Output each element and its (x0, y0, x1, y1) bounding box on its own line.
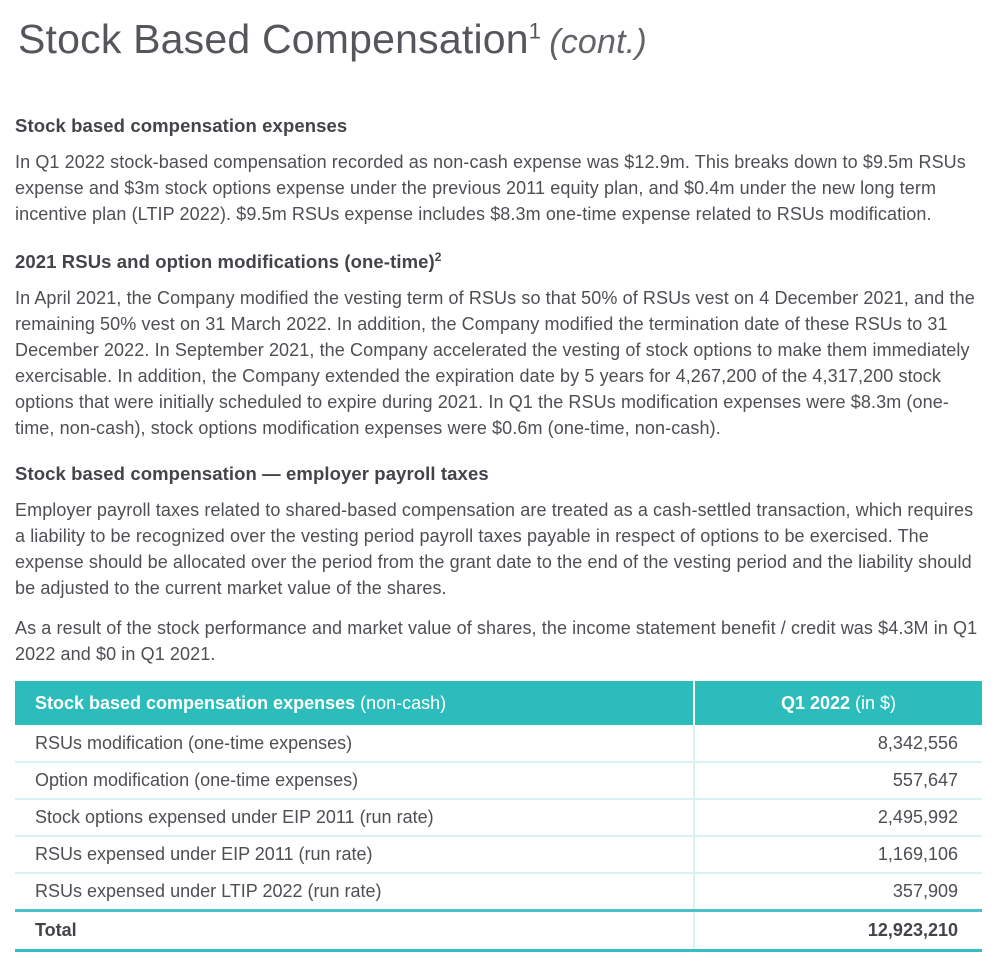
table-row: RSUs modification (one-time expenses) 8,… (15, 725, 982, 763)
compensation-expenses-table: Stock based compensation expenses (non-c… (15, 681, 982, 952)
row-value: 8,342,556 (693, 725, 982, 763)
section-payroll-taxes: Stock based compensation — employer payr… (15, 463, 982, 667)
table-total-row: Total 12,923,210 (15, 910, 982, 952)
title-cont-label: (cont.) (549, 23, 647, 61)
section-sbc-expenses: Stock based compensation expenses In Q1 … (15, 115, 982, 227)
paragraph-payroll-taxes-1: Employer payroll taxes related to shared… (15, 500, 974, 598)
row-value: 2,495,992 (693, 799, 982, 837)
page-title-text: Stock Based Compensation (18, 16, 529, 62)
row-label: RSUs modification (one-time expenses) (15, 725, 694, 763)
section-modifications: 2021 RSUs and option modifications (one-… (15, 251, 982, 441)
row-label: Option modification (one-time expenses) (15, 762, 694, 800)
paragraph-modifications: In April 2021, the Company modified the … (15, 288, 975, 438)
table-header-label-cell: Stock based compensation expenses (non-c… (15, 681, 694, 725)
paragraph-sbc-expenses: In Q1 2022 stock-based compensation reco… (15, 152, 966, 224)
row-label: RSUs expensed under LTIP 2022 (run rate) (15, 873, 694, 912)
table-body: RSUs modification (one-time expenses) 8,… (15, 725, 982, 952)
title-footnote-marker: 1 (528, 18, 542, 44)
table-header-value-cell: Q1 2022 (in $) (693, 681, 982, 725)
table-row: RSUs expensed under LTIP 2022 (run rate)… (15, 873, 982, 912)
row-label: RSUs expensed under EIP 2011 (run rate) (15, 836, 694, 874)
section-heading-modifications-text: 2021 RSUs and option modifications (one-… (15, 251, 435, 272)
table-row: RSUs expensed under EIP 2011 (run rate) … (15, 836, 982, 874)
section-heading-sbc-expenses: Stock based compensation expenses (15, 115, 348, 136)
table-header-period-note: (in $) (855, 692, 897, 713)
document: Stock Based Compensation1 (cont.) Stock b… (15, 14, 982, 952)
table-header-title: Stock based compensation expenses (35, 692, 356, 713)
total-label: Total (15, 910, 694, 952)
row-value: 1,169,106 (693, 836, 982, 874)
table-header-row: Stock based compensation expenses (non-c… (15, 681, 982, 725)
table-row: Stock options expensed under EIP 2011 (r… (15, 799, 982, 837)
row-value: 357,909 (693, 873, 982, 912)
table-header-period: Q1 2022 (780, 692, 851, 713)
paragraph-payroll-taxes-2: As a result of the stock performance and… (15, 618, 978, 664)
table-header-title-note: (non-cash) (360, 692, 447, 713)
section-heading-modifications: 2021 RSUs and option modifications (one-… (15, 251, 982, 273)
page-title: Stock Based Compensation1 (cont.) (18, 14, 982, 67)
table-row: Option modification (one-time expenses) … (15, 762, 982, 800)
table-header: Stock based compensation expenses (non-c… (15, 681, 982, 725)
row-value: 557,647 (693, 762, 982, 800)
section-heading-payroll-taxes: Stock based compensation — employer payr… (15, 463, 489, 484)
total-value: 12,923,210 (693, 910, 982, 952)
row-label: Stock options expensed under EIP 2011 (r… (15, 799, 694, 837)
heading-footnote-marker: 2 (434, 249, 442, 264)
